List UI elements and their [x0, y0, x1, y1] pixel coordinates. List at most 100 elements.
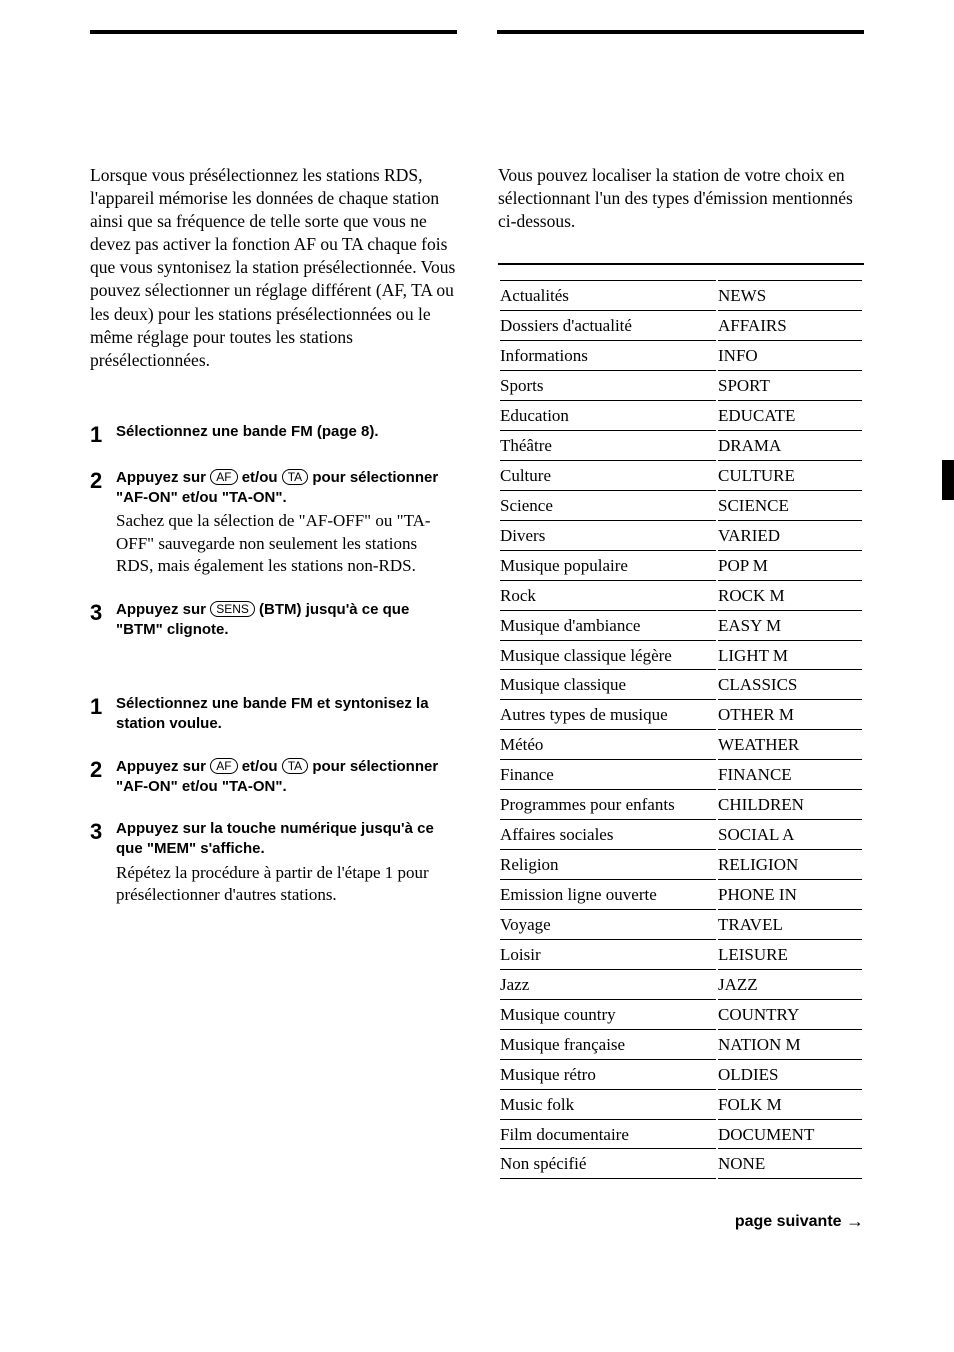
program-type-label: Finance: [500, 762, 716, 790]
step-number: 1: [90, 696, 106, 735]
program-type-label: Film documentaire: [500, 1122, 716, 1150]
program-type-label: Voyage: [500, 912, 716, 940]
table-row: Autres types de musiqueOTHER M: [500, 702, 862, 730]
table-row: Musique rétroOLDIES: [500, 1062, 862, 1090]
af-key-icon: AF: [210, 758, 237, 774]
arrow-right-icon: →: [846, 1211, 864, 1231]
program-type-code: LEISURE: [718, 942, 862, 970]
program-type-label: Musique d'ambiance: [500, 613, 716, 641]
table-row: Dossiers d'actualitéAFFAIRS: [500, 313, 862, 341]
program-type-label: Loisir: [500, 942, 716, 970]
program-type-code: EDUCATE: [718, 403, 862, 431]
table-row: FinanceFINANCE: [500, 762, 862, 790]
left-intro: Lorsque vous présélectionnez les station…: [90, 164, 456, 372]
text-fragment: et/ou: [238, 758, 282, 775]
program-type-code: LIGHT M: [718, 643, 862, 671]
program-type-label: Education: [500, 403, 716, 431]
table-row: RockROCK M: [500, 583, 862, 611]
table-row: Emission ligne ouvertePHONE IN: [500, 882, 862, 910]
program-type-label: Informations: [500, 343, 716, 371]
program-type-label: Jazz: [500, 972, 716, 1000]
table-row: Musique populairePOP M: [500, 553, 862, 581]
program-type-code: NEWS: [718, 283, 862, 311]
program-type-label: Divers: [500, 523, 716, 551]
program-type-code: NONE: [718, 1151, 862, 1179]
program-type-code: FOLK M: [718, 1092, 862, 1120]
step: 2 Appuyez sur AF et/ou TA pour sélection…: [90, 757, 456, 798]
program-type-label: Musique française: [500, 1032, 716, 1060]
program-type-label: Actualités: [500, 283, 716, 311]
header-rule-left: [90, 30, 457, 34]
step-number: 3: [90, 821, 106, 906]
program-type-label: Emission ligne ouverte: [500, 882, 716, 910]
table-row: Musique d'ambianceEASY M: [500, 613, 862, 641]
program-type-label: Rock: [500, 583, 716, 611]
step-text: Appuyez sur la touche numérique jusqu'à …: [116, 819, 456, 860]
table-row: SportsSPORT: [500, 373, 862, 401]
step-text: Appuyez sur AF et/ou TA pour sélectionne…: [116, 468, 456, 509]
table-row: Affaires socialesSOCIAL A: [500, 822, 862, 850]
step-text: Appuyez sur SENS (BTM) jusqu'à ce que "B…: [116, 600, 456, 641]
table-row: Musique classiqueCLASSICS: [500, 672, 862, 700]
table-row: Programmes pour enfantsCHILDREN: [500, 792, 862, 820]
program-type-code: EASY M: [718, 613, 862, 641]
table-header-spacer: [500, 267, 862, 281]
program-type-code: SPORT: [718, 373, 862, 401]
right-column: Vous pouvez localiser la station de votr…: [498, 164, 864, 1181]
text-fragment: Appuyez sur: [116, 601, 210, 618]
table-row: Musique classique légèreLIGHT M: [500, 643, 862, 671]
two-columns: Lorsque vous présélectionnez les station…: [90, 164, 864, 1181]
table-row: EducationEDUCATE: [500, 403, 862, 431]
procedures: 1 Sélectionnez une bande FM (page 8). 2 …: [90, 422, 456, 907]
table-row: ActualitésNEWS: [500, 283, 862, 311]
program-type-code: SCIENCE: [718, 493, 862, 521]
program-type-label: Dossiers d'actualité: [500, 313, 716, 341]
program-type-label: Musique classique légère: [500, 643, 716, 671]
program-type-code: AFFAIRS: [718, 313, 862, 341]
step-body: Appuyez sur la touche numérique jusqu'à …: [116, 819, 456, 906]
step-number: 1: [90, 424, 106, 446]
table-row: MétéoWEATHER: [500, 732, 862, 760]
ta-key-icon: TA: [282, 469, 308, 485]
program-type-code: FINANCE: [718, 762, 862, 790]
ta-key-icon: TA: [282, 758, 308, 774]
program-type-label: Science: [500, 493, 716, 521]
step-body: Sélectionnez une bande FM (page 8).: [116, 422, 456, 446]
table-row: ReligionRELIGION: [500, 852, 862, 880]
program-type-label: Non spécifié: [500, 1151, 716, 1179]
step-number: 2: [90, 470, 106, 578]
table-row: InformationsINFO: [500, 343, 862, 371]
program-type-label: Sports: [500, 373, 716, 401]
program-type-code: JAZZ: [718, 972, 862, 1000]
program-type-label: Culture: [500, 463, 716, 491]
step-body: Appuyez sur AF et/ou TA pour sélectionne…: [116, 468, 456, 578]
table-row: DiversVARIED: [500, 523, 862, 551]
program-type-label: Religion: [500, 852, 716, 880]
step-body: Appuyez sur SENS (BTM) jusqu'à ce que "B…: [116, 600, 456, 641]
right-intro: Vous pouvez localiser la station de votr…: [498, 164, 864, 233]
program-type-code: CLASSICS: [718, 672, 862, 700]
program-type-code: ROCK M: [718, 583, 862, 611]
program-type-code: INFO: [718, 343, 862, 371]
table-row: JazzJAZZ: [500, 972, 862, 1000]
side-tab: [942, 460, 954, 500]
step: 2 Appuyez sur AF et/ou TA pour sélection…: [90, 468, 456, 578]
left-column: Lorsque vous présélectionnez les station…: [90, 164, 456, 1181]
header-rule-right: [497, 30, 864, 34]
program-type-code: OTHER M: [718, 702, 862, 730]
table-row: LoisirLEISURE: [500, 942, 862, 970]
procedure-different-setting: 1 Sélectionnez une bande FM et syntonise…: [90, 694, 456, 906]
sens-key-icon: SENS: [210, 601, 255, 617]
program-type-label: Musique classique: [500, 672, 716, 700]
header-rules: [90, 30, 864, 34]
table-row: Musique françaiseNATION M: [500, 1032, 862, 1060]
program-type-code: OLDIES: [718, 1062, 862, 1090]
program-type-code: DRAMA: [718, 433, 862, 461]
program-type-code: DOCUMENT: [718, 1122, 862, 1150]
program-type-code: COUNTRY: [718, 1002, 862, 1030]
program-type-label: Autres types de musique: [500, 702, 716, 730]
program-type-label: Programmes pour enfants: [500, 792, 716, 820]
step: 1 Sélectionnez une bande FM et syntonise…: [90, 694, 456, 735]
text-fragment: Appuyez sur: [116, 469, 210, 486]
footer-text: page suivante: [735, 1213, 842, 1230]
